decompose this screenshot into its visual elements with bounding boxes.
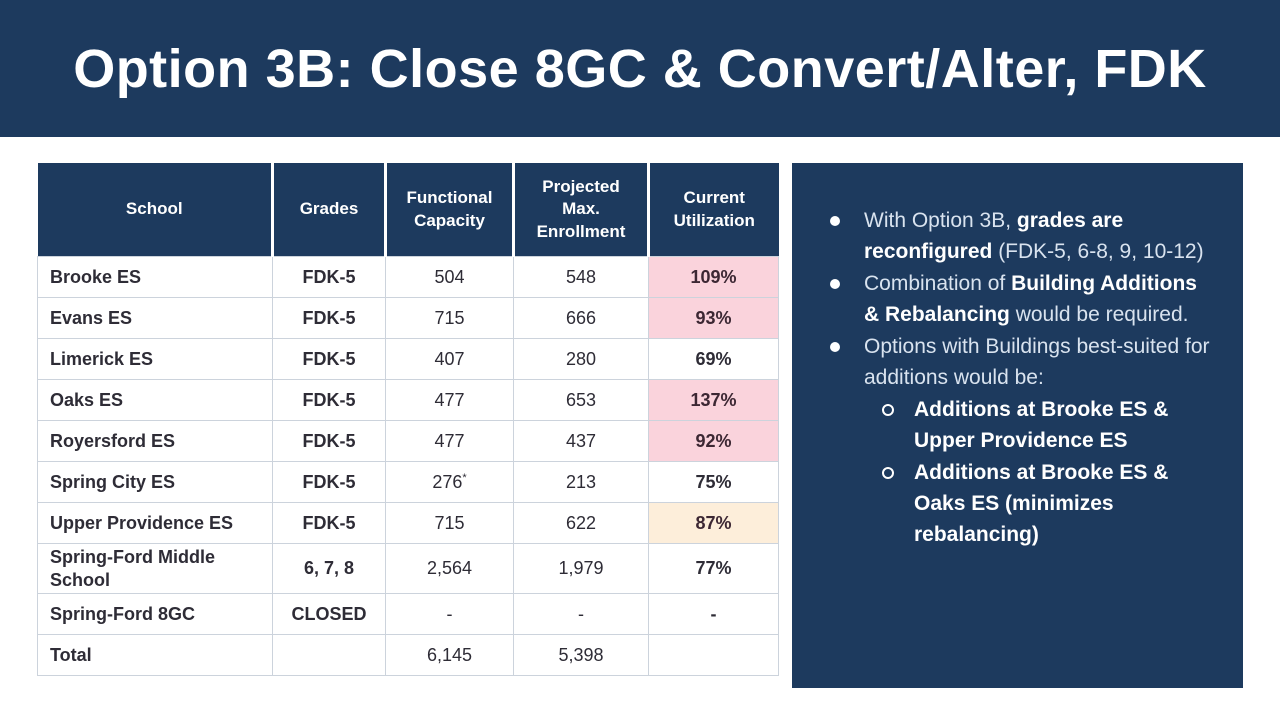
bullet-dot-icon (830, 279, 840, 289)
column-header-functional-capacity: Functional Capacity (385, 163, 515, 257)
bullet-text: Additions at Brooke ES & Oaks ES (minimi… (914, 461, 1169, 546)
cell-grades (272, 634, 386, 676)
cell-current-utilization: 75% (648, 461, 779, 503)
bullet-text: Options with Buildings best-suited for a… (864, 335, 1210, 389)
table-row: Total 6,145 5,398 (37, 634, 779, 676)
cell-functional-capacity: 715 (385, 502, 514, 544)
cell-school: Total (37, 634, 273, 676)
cell-school: Spring City ES (37, 461, 273, 503)
cell-functional-capacity: 477 (385, 379, 514, 421)
table-row: Limerick ES FDK-5 407 280 69% (37, 338, 779, 380)
cell-projected-enrollment: 653 (513, 379, 649, 421)
cell-grades: FDK-5 (272, 256, 386, 298)
cell-grades: 6, 7, 8 (272, 543, 386, 594)
column-header-projected-max-enrollment: Projected Max. Enrollment (513, 163, 650, 257)
cell-current-utilization: 92% (648, 420, 779, 462)
bullet-item: With Option 3B, grades are reconfigured … (802, 205, 1223, 267)
cell-grades: FDK-5 (272, 461, 386, 503)
cell-grades: FDK-5 (272, 379, 386, 421)
cell-projected-enrollment: 280 (513, 338, 649, 380)
cell-current-utilization: 77% (648, 543, 779, 594)
notes-list: With Option 3B, grades are reconfigured … (802, 205, 1223, 550)
cell-grades: CLOSED (272, 593, 386, 635)
cell-projected-enrollment: 548 (513, 256, 649, 298)
cell-current-utilization: 93% (648, 297, 779, 339)
cell-school: Upper Providence ES (37, 502, 273, 544)
cell-functional-capacity: 407 (385, 338, 514, 380)
school-utilization-table: School Grades Functional Capacity Projec… (37, 163, 779, 676)
cell-grades: FDK-5 (272, 338, 386, 380)
cell-current-utilization (648, 634, 779, 676)
cell-grades: FDK-5 (272, 420, 386, 462)
page-title: Option 3B: Close 8GC & Convert/Alter, FD… (73, 38, 1207, 99)
cell-projected-enrollment: - (513, 593, 649, 635)
bullet-text: Combination of Building Additions & Reba… (864, 272, 1197, 326)
cell-functional-capacity: 6,145 (385, 634, 514, 676)
cell-functional-capacity: 2,564 (385, 543, 514, 594)
bullet-dot-icon (830, 216, 840, 226)
column-header-grades: Grades (272, 163, 387, 257)
cell-school: Brooke ES (37, 256, 273, 298)
cell-projected-enrollment: 622 (513, 502, 649, 544)
cell-functional-capacity: 477 (385, 420, 514, 462)
table-row: Spring City ES FDK-5 276* 213 75% (37, 461, 779, 503)
cell-functional-capacity: 504 (385, 256, 514, 298)
bullet-text: With Option 3B, grades are reconfigured … (864, 209, 1204, 263)
cell-projected-enrollment: 437 (513, 420, 649, 462)
cell-current-utilization: 137% (648, 379, 779, 421)
cell-school: Oaks ES (37, 379, 273, 421)
bullet-item: Options with Buildings best-suited for a… (802, 331, 1223, 393)
cell-projected-enrollment: 5,398 (513, 634, 649, 676)
cell-school: Spring-Ford 8GC (37, 593, 273, 635)
footnote-asterisk: * (462, 471, 467, 484)
table-row: Oaks ES FDK-5 477 653 137% (37, 379, 779, 421)
table-row: Upper Providence ES FDK-5 715 622 87% (37, 502, 779, 544)
cell-current-utilization: 87% (648, 502, 779, 544)
cell-projected-enrollment: 666 (513, 297, 649, 339)
bullet-dot-icon (830, 342, 840, 352)
cell-current-utilization: - (648, 593, 779, 635)
cell-projected-enrollment: 1,979 (513, 543, 649, 594)
cell-grades: FDK-5 (272, 297, 386, 339)
table-header-row: School Grades Functional Capacity Projec… (37, 163, 779, 257)
cell-school: Royersford ES (37, 420, 273, 462)
bullet-item: Combination of Building Additions & Reba… (802, 268, 1223, 330)
table-header: School Grades Functional Capacity Projec… (37, 163, 779, 257)
sub-bullet-item: Additions at Brooke ES & Oaks ES (minimi… (802, 457, 1223, 550)
table-row: Brooke ES FDK-5 504 548 109% (37, 256, 779, 298)
table-row: Evans ES FDK-5 715 666 93% (37, 297, 779, 339)
bullet-text: Additions at Brooke ES & Upper Providenc… (914, 398, 1169, 452)
cell-school: Spring-Ford Middle School (37, 543, 273, 594)
cell-grades: FDK-5 (272, 502, 386, 544)
cell-functional-capacity: - (385, 593, 514, 635)
cell-current-utilization: 109% (648, 256, 779, 298)
table-body: Brooke ES FDK-5 504 548 109% Evans ES FDK-5 715… (37, 256, 779, 676)
table-row: Spring-Ford 8GC CLOSED - - - (37, 593, 779, 635)
bullet-circle-icon (882, 467, 894, 479)
cell-current-utilization: 69% (648, 338, 779, 380)
table-row: Royersford ES FDK-5 477 437 92% (37, 420, 779, 462)
notes-panel: With Option 3B, grades are reconfigured … (792, 163, 1243, 688)
bullet-circle-icon (882, 404, 894, 416)
cell-projected-enrollment: 213 (513, 461, 649, 503)
cell-functional-capacity: 276* (385, 461, 514, 503)
slide-header: Option 3B: Close 8GC & Convert/Alter, FD… (0, 0, 1280, 137)
column-header-school: School (37, 163, 274, 257)
cell-school: Evans ES (37, 297, 273, 339)
column-header-current-utilization: Current Utilization (648, 163, 779, 257)
table-row: Spring-Ford Middle School 6, 7, 8 2,564 1,9… (37, 543, 779, 594)
cell-functional-capacity: 715 (385, 297, 514, 339)
sub-bullet-item: Additions at Brooke ES & Upper Providenc… (802, 394, 1223, 456)
cell-school: Limerick ES (37, 338, 273, 380)
